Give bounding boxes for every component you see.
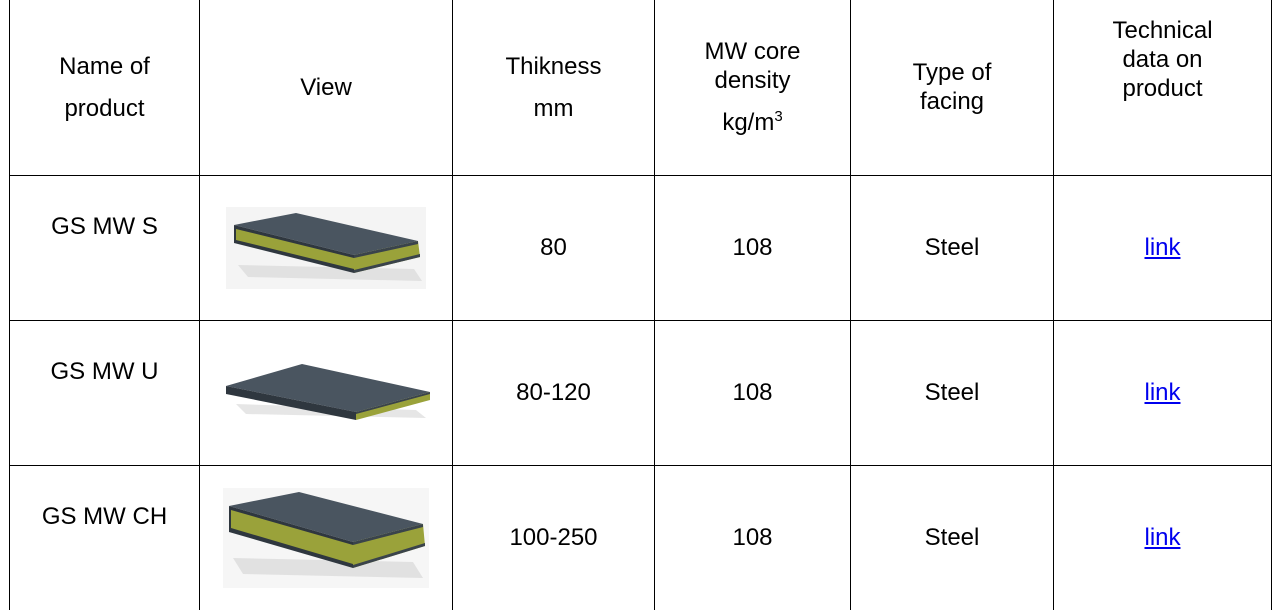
header-technical-line3: product [1122,75,1203,102]
technical-data-link[interactable]: link [1144,234,1181,261]
header-density-unit: kg/m [722,109,775,137]
view-cell [199,174,453,321]
technical-cell: link [1053,464,1272,610]
header-row: Name of product View Thikness mm MW core… [9,0,1272,176]
facing-value: Steel [924,234,980,261]
density-value: 108 [732,234,773,261]
header-technical-line1: Technical [1112,17,1213,44]
header-density-line2: density [714,67,791,95]
header-density: MW core density kg/m3 [654,0,851,176]
product-table: Name of product View Thikness mm MW core… [9,0,1272,610]
header-technical: Technical data on product [1053,0,1272,176]
thickness-value: 80 [540,234,567,261]
facing-value: Steel [924,524,980,552]
density-value: 108 [732,379,773,406]
header-facing: Type of facing [850,0,1054,176]
table-row: GS MW S 80 108 Steel link [9,174,1272,321]
table-row: GS MW CH 100-250 108 Steel link [9,464,1272,610]
facing-cell: Steel [850,174,1054,321]
header-facing-line1: Type of [912,59,992,87]
product-name-cell: GS MW CH [9,464,200,610]
header-density-line3: kg/m3 [705,108,801,137]
header-name-line1: Name of [59,52,150,80]
sandwich-panel-image [226,206,426,289]
product-name: GS MW CH [41,502,168,530]
facing-cell: Steel [850,319,1054,466]
header-name: Name of product [9,0,200,176]
facing-cell: Steel [850,464,1054,610]
density-cell: 108 [654,174,851,321]
header-view-label: View [300,73,352,101]
view-cell [199,464,453,610]
technical-data-link[interactable]: link [1144,379,1181,406]
density-value: 108 [732,524,773,552]
thickness-cell: 80 [452,174,655,321]
product-name: GS MW S [51,212,158,240]
view-cell [199,319,453,466]
sandwich-panel-image [216,357,436,428]
table-row: GS MW U 80-120 108 Steel link [9,319,1272,466]
header-thickness-line2: mm [533,94,574,122]
header-technical-line2: data on [1122,46,1203,73]
sandwich-panel-image [223,487,429,588]
thickness-cell: 80-120 [452,319,655,466]
product-name-cell: GS MW U [9,319,200,466]
header-thickness: Thikness mm [452,0,655,176]
header-density-exponent: 3 [774,108,783,126]
header-name-line2: product [64,94,145,122]
thickness-value: 80-120 [516,379,591,406]
header-facing-line2: facing [919,88,985,116]
header-thickness-line1: Thikness [505,52,602,80]
thickness-cell: 100-250 [452,464,655,610]
density-cell: 108 [654,464,851,610]
density-cell: 108 [654,319,851,466]
product-name-cell: GS MW S [9,174,200,321]
technical-cell: link [1053,319,1272,466]
technical-data-link[interactable]: link [1144,524,1181,552]
header-density-line1: MW core [704,38,801,66]
header-view: View [199,0,453,176]
product-name: GS MW U [50,357,159,385]
thickness-value: 100-250 [509,524,598,552]
technical-cell: link [1053,174,1272,321]
facing-value: Steel [924,379,980,406]
